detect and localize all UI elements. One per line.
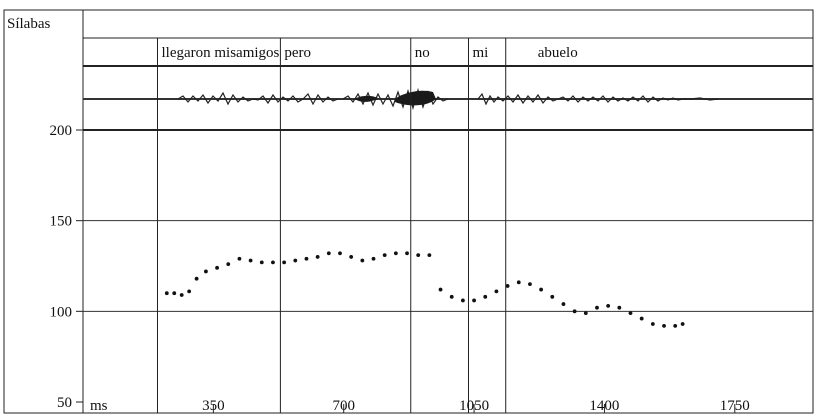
pitch-point-s0-16 bbox=[326, 251, 331, 256]
syllable-label-0: llegaron misamigos bbox=[161, 45, 279, 61]
pitch-point-s0-5 bbox=[204, 269, 208, 274]
syllable-label-4: abuelo bbox=[538, 45, 578, 61]
pitch-point-s1-16 bbox=[617, 305, 622, 310]
x-tick-label-700: 700 bbox=[332, 398, 355, 414]
pitch-point-s0-23 bbox=[405, 251, 409, 256]
pitch-point-s0-3 bbox=[187, 289, 192, 294]
pitch-point-s1-6 bbox=[505, 284, 510, 288]
pitch-point-s0-1 bbox=[172, 291, 177, 296]
pitch-point-s0-25 bbox=[427, 253, 432, 258]
pitch-point-s1-9 bbox=[539, 287, 544, 292]
pitch-point-s1-10 bbox=[550, 294, 555, 299]
pitch-point-s0-11 bbox=[271, 260, 275, 265]
pitch-point-s0-15 bbox=[315, 255, 320, 259]
pitch-point-s0-20 bbox=[371, 256, 376, 261]
pitch-point-s1-18 bbox=[639, 316, 644, 321]
y-tick-label-100: 100 bbox=[50, 304, 73, 320]
pitch-point-s1-7 bbox=[516, 280, 521, 285]
pitch-point-s0-19 bbox=[360, 258, 365, 263]
pitch-point-s0-0 bbox=[164, 291, 169, 296]
y-tick-label-150: 150 bbox=[50, 214, 73, 230]
syllable-label-3: mi bbox=[472, 45, 488, 61]
plot-frame bbox=[82, 9, 814, 414]
pitch-point-s0-13 bbox=[293, 258, 298, 263]
pitch-point-s0-22 bbox=[393, 251, 398, 256]
pitch-point-s0-9 bbox=[248, 258, 253, 263]
pitch-point-s1-4 bbox=[483, 294, 488, 299]
pitch-point-s0-4 bbox=[194, 276, 199, 281]
pitch-point-s1-2 bbox=[460, 298, 465, 303]
axis-frame bbox=[3, 9, 84, 414]
pitch-points bbox=[164, 251, 685, 328]
pitch-point-s0-8 bbox=[237, 256, 242, 261]
x-tick-label-1750: 1750 bbox=[720, 398, 750, 414]
syllable-labels: llegaron misamigos pero no mi abuelo bbox=[161, 45, 577, 61]
pitch-point-s1-17 bbox=[628, 311, 633, 316]
pitch-point-s1-8 bbox=[528, 282, 532, 287]
pitch-point-s1-20 bbox=[662, 323, 666, 328]
pitch-point-s0-18 bbox=[349, 255, 354, 259]
syllable-boundaries bbox=[156, 38, 507, 413]
x-tick-label-1050: 1050 bbox=[459, 398, 489, 414]
waveform bbox=[83, 87, 813, 111]
pitch-point-s0-7 bbox=[226, 262, 231, 267]
x-tick-label-1400: 1400 bbox=[589, 398, 619, 414]
x-unit-label: ms bbox=[90, 398, 108, 414]
horizontal-grid bbox=[83, 220, 813, 312]
row-label: Sílabas bbox=[7, 16, 50, 32]
pitch-point-s1-14 bbox=[595, 305, 599, 310]
pitch-point-s1-12 bbox=[572, 309, 577, 314]
pitch-point-s1-13 bbox=[583, 311, 588, 316]
x-tick-label-350: 350 bbox=[202, 398, 225, 414]
pitch-point-s0-17 bbox=[338, 251, 342, 256]
x-axis-ticks: 350 700 1050 1400 1750 bbox=[202, 398, 750, 414]
pitch-point-s0-12 bbox=[282, 260, 287, 265]
pitch-point-s0-24 bbox=[416, 253, 421, 258]
pitch-point-s1-3 bbox=[472, 298, 476, 303]
pitch-point-s0-14 bbox=[304, 256, 309, 261]
syllable-label-2: no bbox=[415, 45, 430, 61]
pitch-point-s1-15 bbox=[606, 303, 611, 308]
pitch-point-s1-5 bbox=[494, 289, 499, 294]
pitch-point-s0-21 bbox=[382, 253, 387, 258]
pitch-point-s0-2 bbox=[179, 293, 184, 297]
pitch-point-s0-6 bbox=[215, 265, 219, 270]
pitch-point-s0-10 bbox=[259, 260, 264, 265]
y-tick-label-50: 50 bbox=[57, 395, 72, 411]
pitch-point-s1-21 bbox=[673, 323, 678, 328]
pitch-point-s1-1 bbox=[449, 294, 454, 299]
syllable-label-1: pero bbox=[284, 45, 311, 61]
pitch-point-s1-22 bbox=[680, 322, 685, 326]
pitch-point-s1-19 bbox=[650, 322, 655, 326]
pitch-point-s1-11 bbox=[561, 302, 566, 306]
y-axis-ticks: 200 150 100 50 bbox=[50, 123, 83, 411]
y-tick-label-200: 200 bbox=[50, 123, 73, 139]
pitch-point-s1-0 bbox=[438, 287, 443, 292]
